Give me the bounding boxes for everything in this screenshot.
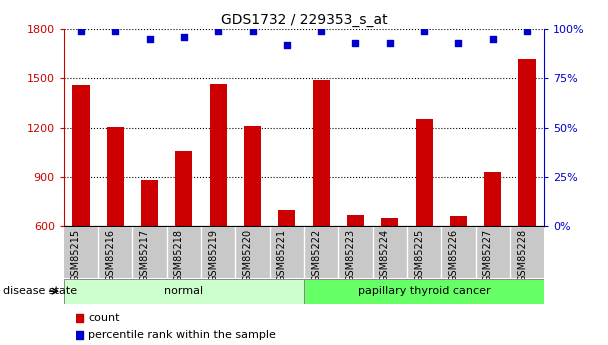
Point	[111, 29, 120, 34]
Text: percentile rank within the sample: percentile rank within the sample	[88, 330, 276, 340]
Text: count: count	[88, 313, 120, 323]
Bar	[64, 279, 304, 304]
Bar	[210, 84, 227, 226]
Point	[74, 332, 84, 337]
Bar	[347, 215, 364, 226]
Bar	[313, 80, 330, 226]
Point	[145, 36, 154, 42]
Point	[454, 40, 463, 46]
Text: GSM85225: GSM85225	[414, 229, 424, 283]
Point	[419, 29, 429, 34]
Text: GSM85216: GSM85216	[105, 229, 116, 282]
Text: GSM85224: GSM85224	[380, 229, 390, 282]
Text: normal: normal	[164, 286, 204, 296]
Bar	[107, 127, 124, 226]
Title: GDS1732 / 229353_s_at: GDS1732 / 229353_s_at	[221, 13, 387, 27]
Bar	[519, 59, 536, 226]
Text: GSM85226: GSM85226	[448, 229, 458, 282]
Bar	[415, 119, 433, 226]
Text: GSM85223: GSM85223	[345, 229, 356, 282]
Point	[488, 36, 497, 42]
Point	[247, 29, 257, 34]
Point	[385, 40, 395, 46]
Bar	[278, 209, 295, 226]
Text: GSM85227: GSM85227	[483, 229, 492, 283]
Text: GSM85222: GSM85222	[311, 229, 321, 283]
Text: GSM85228: GSM85228	[517, 229, 527, 282]
Text: GSM85218: GSM85218	[174, 229, 184, 282]
Point	[179, 34, 188, 40]
Point	[282, 42, 292, 48]
Bar	[72, 85, 89, 226]
Point	[316, 29, 326, 34]
Bar	[244, 126, 261, 226]
Point	[351, 40, 361, 46]
Text: GSM85219: GSM85219	[208, 229, 218, 282]
Bar	[141, 180, 158, 226]
Bar	[381, 218, 398, 226]
Text: disease state: disease state	[3, 286, 77, 296]
Bar	[175, 150, 193, 226]
Point	[74, 315, 84, 321]
Point	[522, 29, 532, 34]
Text: papillary thyroid cancer: papillary thyroid cancer	[358, 286, 491, 296]
Point	[76, 29, 86, 34]
Text: GSM85220: GSM85220	[243, 229, 252, 282]
Point	[213, 29, 223, 34]
Text: GSM85215: GSM85215	[71, 229, 81, 282]
Bar	[304, 279, 544, 304]
Bar	[450, 216, 467, 226]
Text: GSM85221: GSM85221	[277, 229, 287, 282]
Bar	[484, 172, 501, 226]
Text: GSM85217: GSM85217	[140, 229, 150, 282]
